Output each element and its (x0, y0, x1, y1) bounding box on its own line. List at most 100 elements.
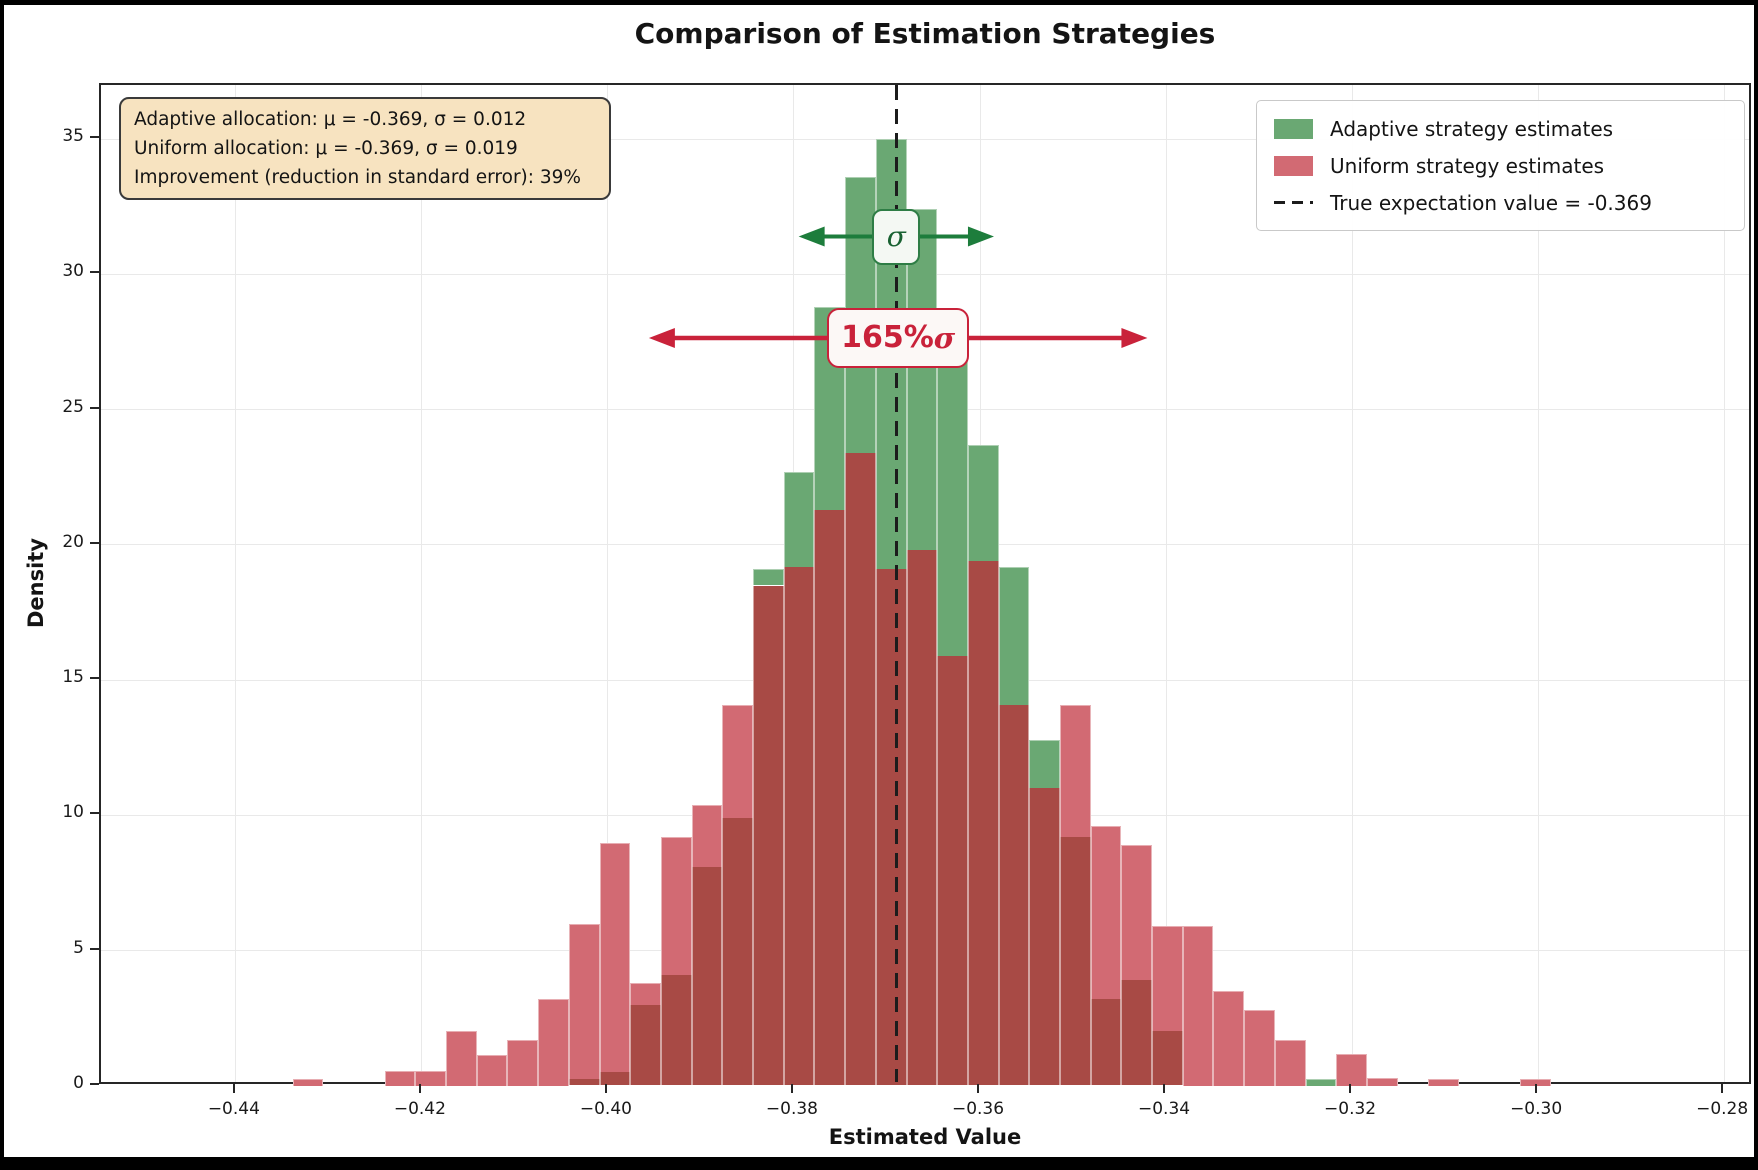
legend-item-uniform: Uniform strategy estimates (1257, 147, 1744, 184)
y-tick-label: 35 (62, 126, 84, 147)
uniform-swatch-icon (1274, 155, 1313, 176)
bar-overlap (814, 509, 846, 1085)
bar-adaptive (1029, 739, 1060, 789)
stats-line-adaptive: Adaptive allocation: μ = -0.369, σ = 0.0… (134, 109, 527, 130)
legend-label-adaptive: Adaptive strategy estimates (1330, 116, 1614, 141)
bar-overlap (660, 975, 692, 1085)
x-tick-mark (790, 1084, 793, 1093)
bar-overlap (937, 655, 968, 1085)
bar-uniform (1366, 1077, 1398, 1086)
y-gridline (101, 138, 1749, 140)
bar-overlap (998, 704, 1030, 1085)
legend-label-true-value: True expectation value = -0.369 (1330, 190, 1652, 215)
bar-overlap (1029, 788, 1060, 1085)
bar-overlap (845, 452, 876, 1085)
bar-uniform (538, 999, 569, 1086)
x-gridline (421, 85, 423, 1082)
bar-uniform (599, 842, 631, 1072)
x-tick-mark (1163, 1084, 1166, 1093)
x-gridline (607, 85, 609, 1082)
bar-uniform (1428, 1078, 1460, 1086)
bar-overlap (1121, 980, 1153, 1085)
x-tick-mark (1349, 1084, 1352, 1093)
sigma-annotation-box: σ (872, 208, 921, 265)
bar-overlap (691, 866, 723, 1085)
bar-uniform (292, 1078, 324, 1086)
stats-line-improvement: Improvement (reduction in standard error… (134, 167, 582, 188)
x-tick-label: −0.42 (393, 1099, 446, 1119)
x-tick-mark (604, 1084, 607, 1093)
bar-uniform (446, 1030, 477, 1086)
bar-adaptive (998, 566, 1030, 705)
bar-overlap (722, 818, 754, 1085)
bar-uniform (1152, 926, 1183, 1031)
y-tick-mark (90, 677, 99, 680)
bar-adaptive (967, 444, 999, 562)
sigma165-annotation-sigma: σ (933, 320, 956, 355)
y-tick-mark (90, 812, 99, 815)
legend-item-adaptive: Adaptive strategy estimates (1257, 110, 1744, 147)
bar-adaptive (937, 339, 968, 656)
x-tick-label: −0.38 (765, 1099, 819, 1119)
stats-line-uniform: Uniform allocation: μ = -0.369, σ = 0.01… (134, 138, 518, 159)
x-gridline (235, 85, 237, 1082)
bar-overlap (1060, 837, 1091, 1085)
y-tick-mark (90, 271, 99, 274)
adaptive-swatch-icon (1274, 118, 1313, 139)
y-tick-label: 10 (62, 802, 84, 823)
bar-uniform (1121, 845, 1153, 981)
bar-uniform (476, 1054, 508, 1086)
y-axis-label: Density (24, 537, 48, 629)
arrow-overlay (648, 226, 1148, 348)
bar-overlap (1090, 999, 1122, 1085)
bar-uniform (1213, 991, 1245, 1086)
bar-overlap (599, 1071, 631, 1085)
bar-uniform (1244, 1010, 1275, 1086)
x-tick-label: −0.32 (1324, 1099, 1377, 1119)
bar-uniform (722, 704, 754, 819)
y-tick-label: 30 (62, 261, 84, 282)
x-tick-mark (232, 1084, 235, 1093)
bar-uniform (660, 837, 692, 976)
bar-uniform (1336, 1053, 1367, 1086)
x-tick-label: −0.36 (951, 1099, 1005, 1119)
y-tick-mark (90, 136, 99, 139)
bar-uniform (384, 1071, 416, 1086)
y-tick-label: 0 (73, 1073, 84, 1093)
sigma165-annotation-prefix: 165% (841, 320, 934, 356)
bar-overlap (753, 585, 784, 1085)
x-tick-label: −0.44 (207, 1099, 260, 1119)
sigma165-annotation-box: 165% σ (827, 307, 970, 368)
x-tick-label: −0.30 (1510, 1099, 1563, 1119)
bar-adaptive (783, 471, 815, 567)
x-tick-label: −0.28 (1696, 1099, 1749, 1119)
bar-adaptive (906, 209, 938, 551)
bar-uniform (1520, 1078, 1552, 1086)
sigma-annotation-label: σ (886, 220, 906, 253)
bar-uniform (1090, 826, 1122, 1000)
x-gridline (1165, 85, 1167, 1082)
x-axis-label: Estimated Value (828, 1125, 1022, 1149)
bar-overlap (568, 1078, 600, 1085)
y-tick-label: 20 (62, 531, 84, 552)
true-value-line (894, 85, 898, 1082)
plot-area: σ 165% σ (99, 83, 1751, 1086)
annotation-arrowhead-icon (798, 226, 825, 247)
bar-uniform (507, 1040, 539, 1086)
x-tick-label: −0.34 (1137, 1099, 1191, 1119)
y-tick-label: 25 (62, 396, 84, 417)
legend-label-uniform: Uniform strategy estimates (1330, 153, 1605, 178)
x-gridline (1351, 85, 1353, 1082)
bar-uniform (1060, 704, 1091, 838)
annotation-arrowhead-icon (648, 327, 675, 348)
y-tick-mark (90, 947, 99, 950)
bar-uniform (568, 923, 600, 1079)
x-tick-mark (1721, 1084, 1724, 1093)
x-tick-mark (418, 1084, 421, 1093)
bar-uniform (691, 804, 723, 867)
x-tick-mark (977, 1084, 980, 1093)
bar-overlap (630, 1004, 661, 1085)
bar-uniform (630, 983, 661, 1005)
bar-overlap (1152, 1030, 1183, 1085)
